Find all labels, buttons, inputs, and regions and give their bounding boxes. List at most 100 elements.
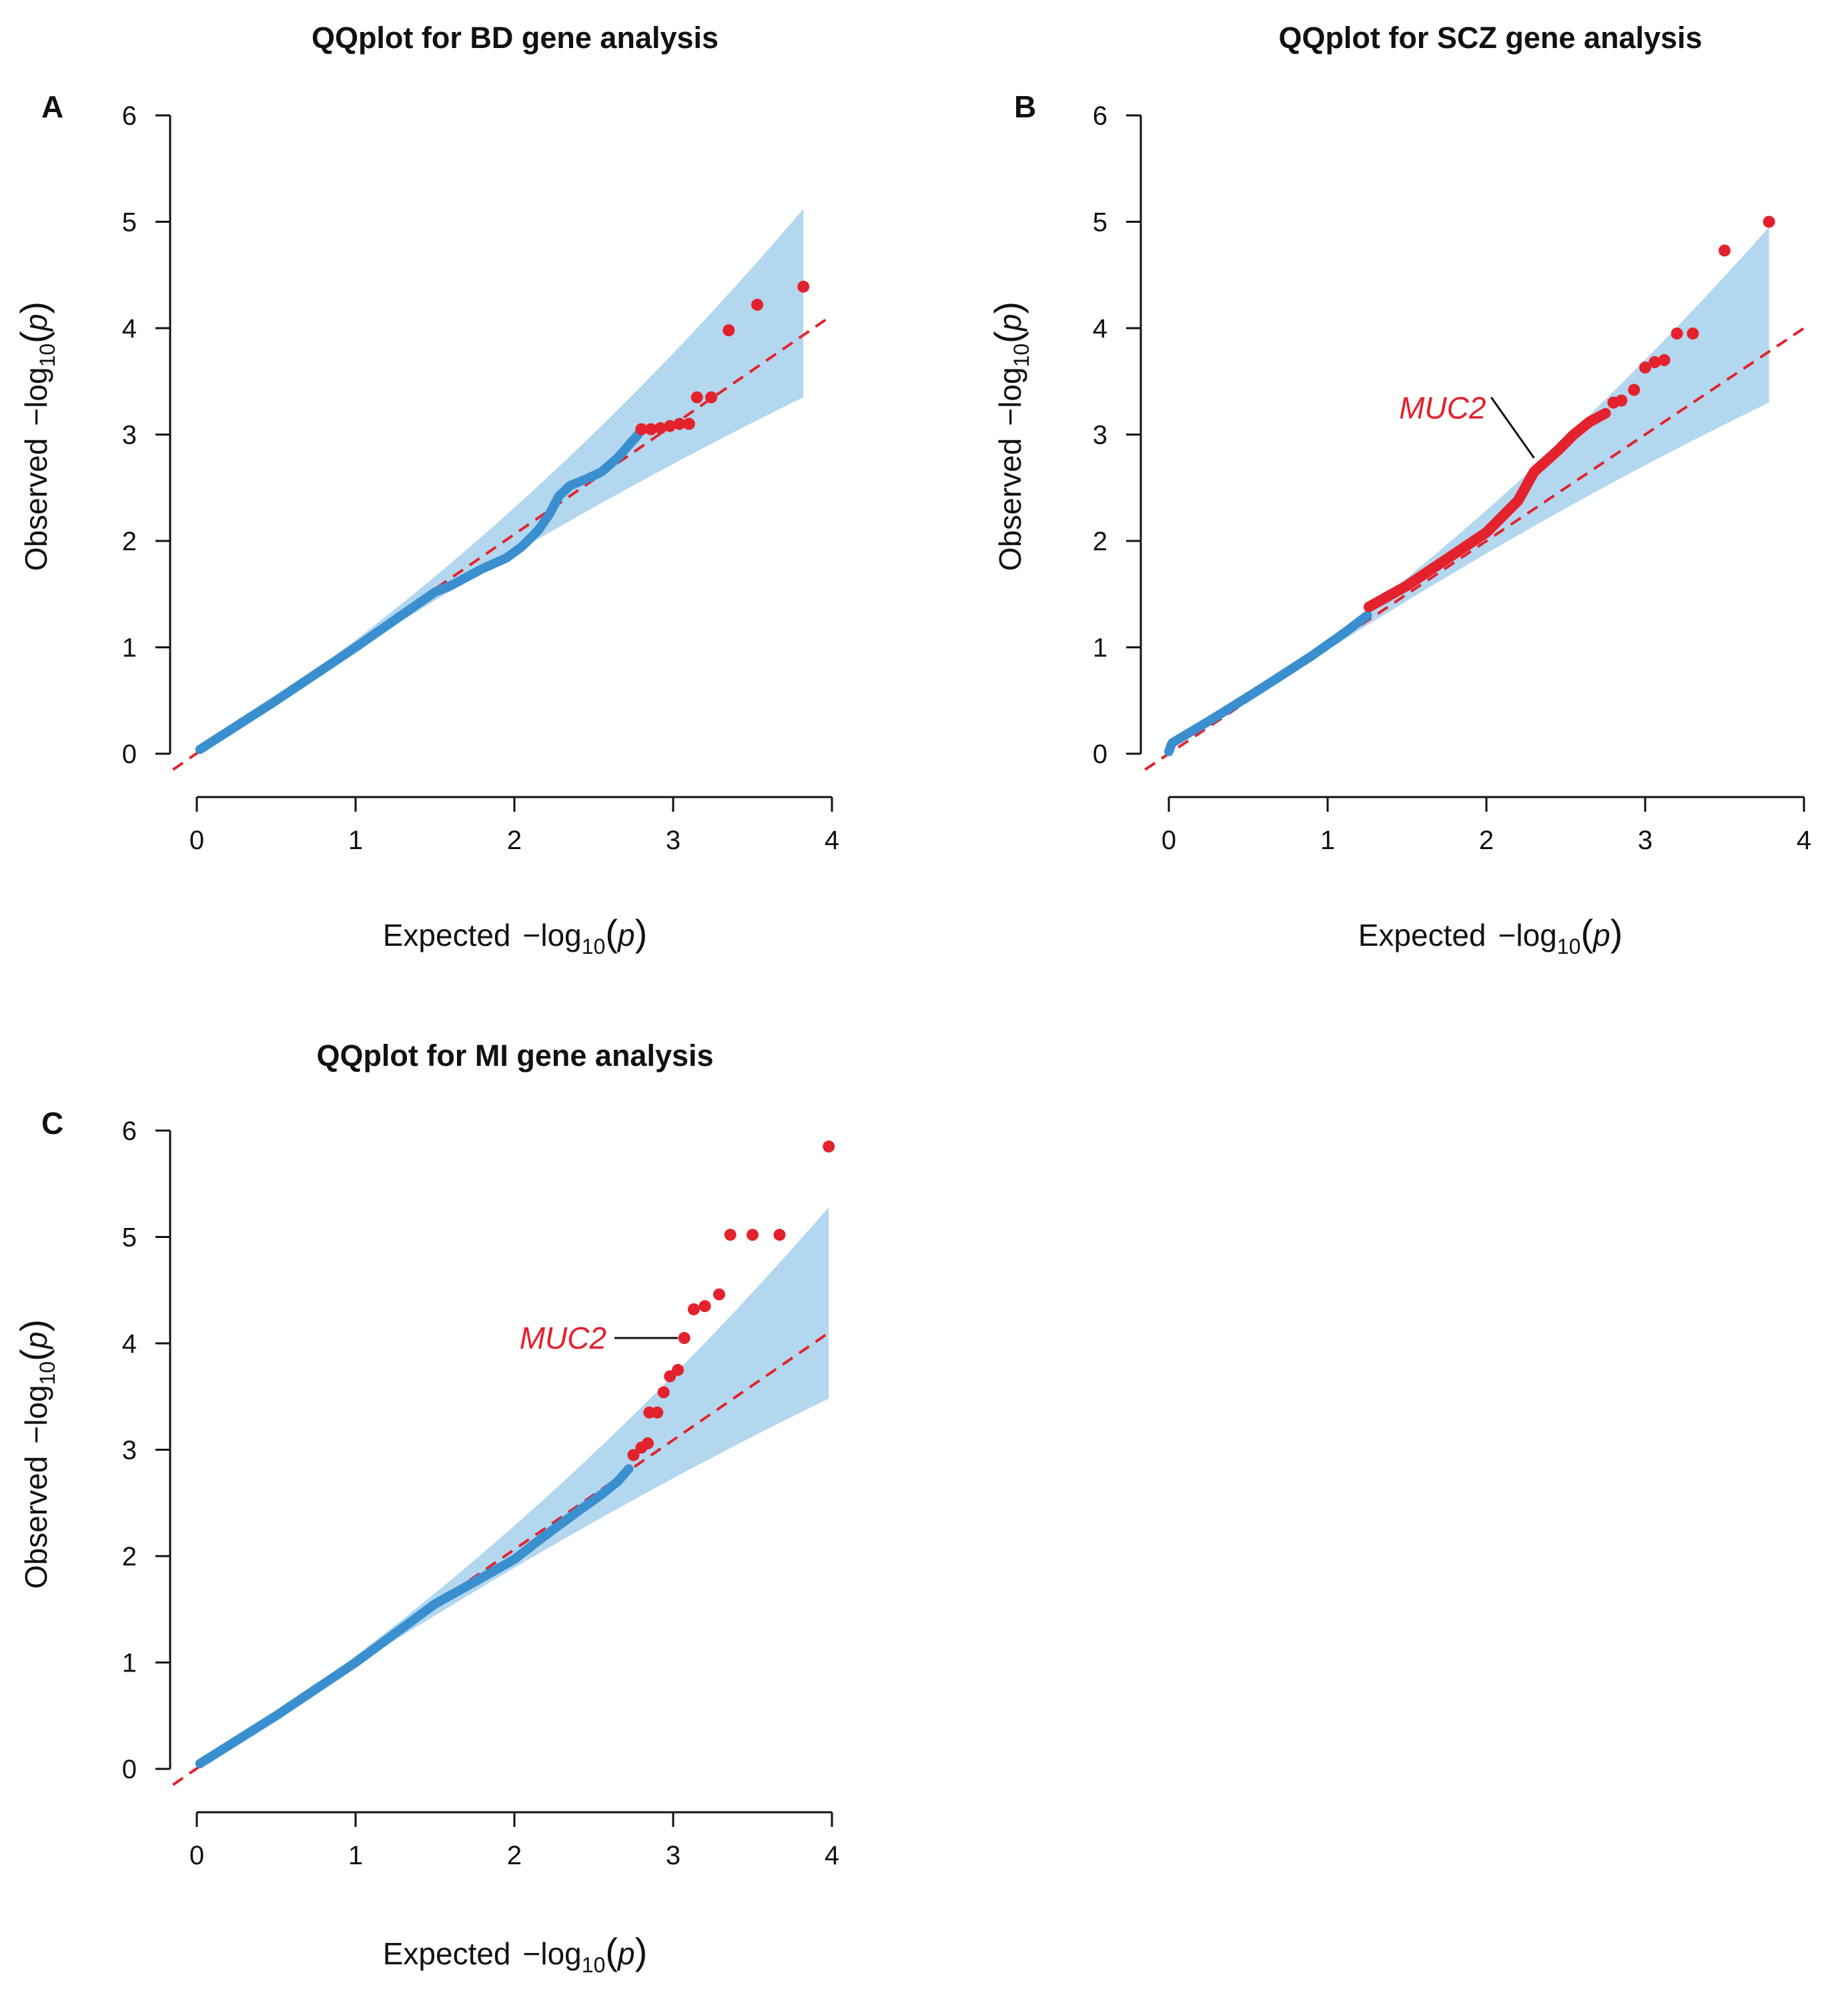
significant-point <box>713 1288 725 1301</box>
panel-c-letter: C <box>41 1106 63 1141</box>
panel-b-letter: B <box>1014 89 1036 124</box>
y-tick-label: 5 <box>1093 208 1107 237</box>
significant-point <box>644 423 657 436</box>
significant-point <box>1600 408 1611 419</box>
x-tick-label: 1 <box>348 1841 363 1870</box>
significant-point <box>751 298 764 311</box>
y-tick-label: 3 <box>122 421 137 450</box>
significant-point <box>1687 327 1699 340</box>
x-tick-label: 2 <box>1479 826 1494 855</box>
significant-point <box>690 391 703 404</box>
y-tick-label: 0 <box>122 740 137 769</box>
y-tick-label: 6 <box>122 1117 137 1146</box>
significant-point <box>1671 327 1683 340</box>
panel-c-plot-area: MUC2 0 1 2 3 4 0 1 2 3 4 5 6 <box>122 1117 839 1870</box>
panel-c-y-axis-label: Observed−log10(p) <box>13 1319 59 1589</box>
x-tick-label: 4 <box>1797 826 1811 855</box>
y-tick-label: 4 <box>122 1329 137 1359</box>
significant-point <box>724 1229 737 1241</box>
annotation-label-muc2: MUC2 <box>1399 391 1486 426</box>
significant-point <box>678 1332 690 1344</box>
y-tick-label: 3 <box>122 1436 137 1465</box>
significant-point <box>699 1300 711 1313</box>
significant-point <box>687 1303 700 1315</box>
panel-a-letter: A <box>41 89 63 124</box>
significant-point <box>1649 356 1661 368</box>
significant-point <box>1628 384 1641 396</box>
x-tick-label: 3 <box>1638 826 1653 855</box>
significant-point <box>823 1140 835 1153</box>
significant-point <box>664 420 676 432</box>
x-tick-label: 1 <box>348 826 363 855</box>
y-tick-label: 5 <box>122 1223 137 1253</box>
panel-b-plot-area: MUC2 0 1 2 3 4 0 1 2 3 4 5 6 <box>1093 101 1811 855</box>
significant-point <box>641 1437 654 1449</box>
significant-point <box>635 423 648 436</box>
x-tick-label: 2 <box>507 1841 522 1870</box>
significant-point <box>651 1406 664 1419</box>
x-tick-label: 4 <box>825 1841 839 1870</box>
panel-b-y-axis-label: Observed−log10(p) <box>987 301 1033 571</box>
y-tick-label: 6 <box>122 101 137 131</box>
significant-point <box>1658 354 1671 366</box>
y-tick-label: 1 <box>122 1649 137 1678</box>
null-expectation-line <box>1144 327 1805 771</box>
panel-a: QQplot for BD gene analysis A 0 1 2 3 4 0 1 2 3 4… <box>13 21 839 958</box>
x-tick-label: 3 <box>666 826 680 855</box>
panel-b-x-axis-label: Expected −log10(p) <box>1358 912 1623 958</box>
annotation-leader-line <box>1490 396 1535 459</box>
significant-point <box>673 418 686 430</box>
data-point <box>1362 610 1372 620</box>
significant-point <box>705 391 718 404</box>
significant-point <box>797 280 810 293</box>
x-tick-label: 0 <box>189 1841 204 1870</box>
panel-a-title: QQplot for BD gene analysis <box>312 21 719 55</box>
y-tick-label: 2 <box>122 527 137 556</box>
panel-c: QQplot for MI gene analysis C MUC2 0 1 2 3 4 0… <box>13 1039 839 1977</box>
y-tick-label: 2 <box>122 1542 137 1571</box>
data-point <box>624 1464 634 1474</box>
y-tick-label: 3 <box>1093 421 1107 450</box>
y-tick-label: 6 <box>1093 101 1107 131</box>
significant-point <box>672 1363 684 1376</box>
panel-a-y-axis-label: Observed−log10(p) <box>13 301 59 571</box>
significant-point <box>773 1229 786 1241</box>
y-tick-label: 2 <box>1093 527 1107 556</box>
null-expectation-line <box>172 314 833 771</box>
y-tick-label: 4 <box>1093 314 1107 344</box>
null-expectation-line <box>172 1329 833 1786</box>
panel-c-title: QQplot for MI gene analysis <box>316 1039 713 1073</box>
panel-c-x-axis-label: Expected −log10(p) <box>383 1930 648 1977</box>
panel-a-x-axis-label: Expected −log10(p) <box>383 912 648 958</box>
y-tick-label: 0 <box>1093 740 1107 769</box>
y-tick-label: 5 <box>122 208 137 237</box>
panel-a-plot-area: 0 1 2 3 4 0 1 2 3 4 5 6 <box>122 101 839 855</box>
x-tick-label: 2 <box>507 826 522 855</box>
x-tick-label: 0 <box>1162 826 1176 855</box>
significant-point <box>747 1229 759 1241</box>
panel-b-title: QQplot for SCZ gene analysis <box>1278 21 1702 55</box>
significant-point <box>657 1386 670 1399</box>
x-tick-label: 0 <box>189 826 204 855</box>
y-tick-label: 4 <box>122 314 137 344</box>
significant-point <box>1763 215 1775 228</box>
annotation-label-muc2: MUC2 <box>520 1321 606 1355</box>
x-tick-label: 4 <box>825 826 839 855</box>
significant-point <box>682 418 695 430</box>
significant-point <box>723 324 735 337</box>
significant-point <box>1719 244 1731 257</box>
x-tick-label: 1 <box>1320 826 1335 855</box>
significant-point <box>1615 394 1628 407</box>
confidence-band <box>197 1207 829 1769</box>
y-tick-label: 1 <box>1093 634 1107 663</box>
x-tick-label: 3 <box>666 1841 680 1870</box>
significant-point <box>1639 362 1651 374</box>
panel-b: QQplot for SCZ gene analysis B MUC2 0 1 2 3 4… <box>987 21 1811 958</box>
y-tick-label: 1 <box>122 634 137 663</box>
confidence-band <box>1169 227 1769 754</box>
significant-point <box>654 422 666 434</box>
confidence-band <box>197 209 804 754</box>
y-tick-label: 0 <box>122 1755 137 1784</box>
significant-point <box>627 1449 640 1461</box>
